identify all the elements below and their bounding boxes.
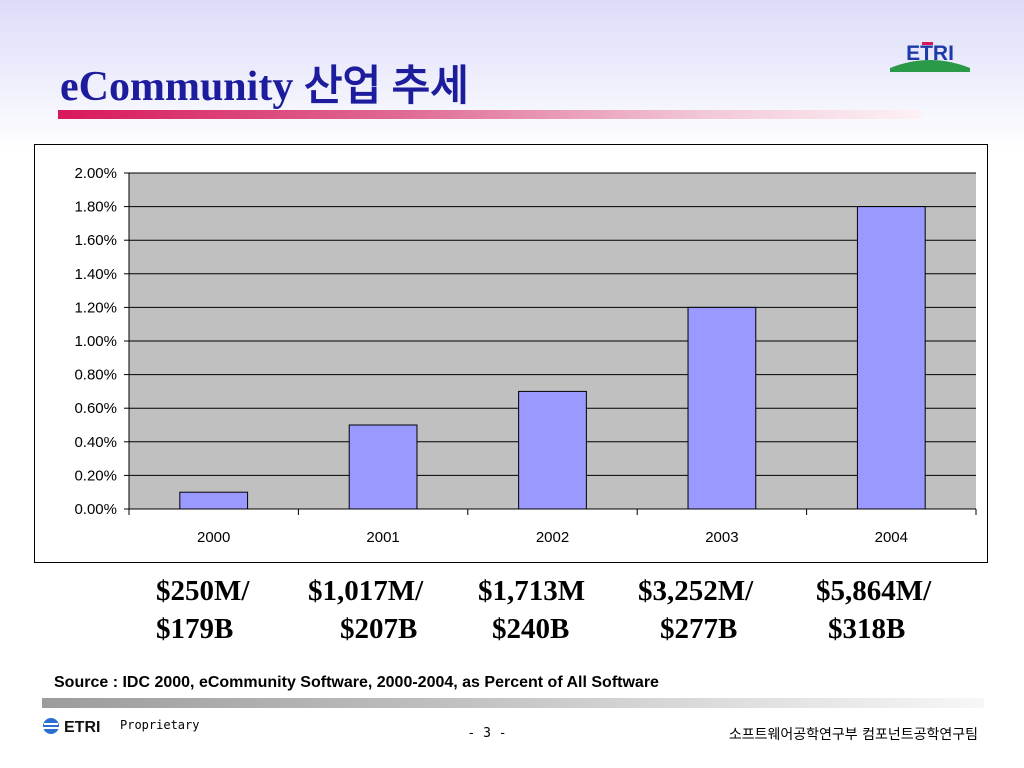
bar-2001 bbox=[348, 424, 418, 510]
x-tick-label: 2002 bbox=[536, 529, 569, 546]
x-tick-label: 2003 bbox=[705, 529, 738, 546]
y-tick-label: 0.00% bbox=[74, 501, 117, 518]
revenue-annotation: $3,252M/ $277B bbox=[638, 572, 788, 648]
y-tick-label: 1.60% bbox=[74, 232, 117, 249]
footer-logo-text: ETRI bbox=[64, 719, 100, 736]
y-tick-label: 1.40% bbox=[74, 266, 117, 283]
footer-divider-bar bbox=[42, 698, 984, 708]
bar-2003 bbox=[687, 306, 757, 510]
revenue-value: $1,017M/ bbox=[308, 575, 424, 607]
bar-2000 bbox=[179, 491, 249, 510]
revenue-value: $5,864M/ bbox=[816, 575, 932, 607]
y-tick-label: 1.00% bbox=[74, 333, 117, 350]
revenue-annotation: $1,713M $240B bbox=[478, 572, 628, 648]
source-note: Source : IDC 2000, eCommunity Software, … bbox=[54, 674, 659, 691]
market-size-value: $207B bbox=[340, 613, 418, 645]
revenue-value: $1,713M bbox=[478, 575, 586, 607]
market-size-value: $277B bbox=[660, 613, 738, 645]
y-tick-label: 1.20% bbox=[74, 299, 117, 316]
y-tick-label: 1.80% bbox=[74, 199, 117, 216]
market-size-value: $318B bbox=[828, 613, 906, 645]
title-underline-bar bbox=[58, 110, 922, 119]
revenue-annotation: $1,017M/ $207B bbox=[308, 572, 458, 648]
y-tick-label: 0.60% bbox=[74, 400, 117, 417]
y-tick-label: 0.80% bbox=[74, 367, 117, 384]
revenue-value: $250M/ bbox=[156, 575, 250, 607]
organization-label: 소프트웨어공학연구부 컴포넌트공학연구팀 bbox=[728, 727, 978, 743]
revenue-value: $3,252M/ bbox=[638, 575, 754, 607]
chart-frame: 0.00% 0.20% 0.40% 0.60% 0.80% 1.00% 1.20% 1.40%… bbox=[34, 144, 988, 563]
y-tick-label: 0.40% bbox=[74, 434, 117, 451]
market-size-value: $179B bbox=[156, 613, 234, 645]
etri-logo-icon: ETRI bbox=[890, 42, 970, 72]
footer-etri-logo-icon: ETRI bbox=[43, 718, 100, 736]
revenue-annotation: $250M/ $179B bbox=[156, 572, 306, 648]
y-tick-label: 0.20% bbox=[74, 467, 117, 484]
bar-2004 bbox=[856, 206, 926, 510]
x-tick-label: 2004 bbox=[875, 529, 908, 546]
x-tick-label: 2001 bbox=[366, 529, 399, 546]
page-number: - 3 - bbox=[467, 726, 507, 741]
slide-title: eCommunity 산업 추세 bbox=[60, 64, 469, 110]
revenue-annotation: $5,864M/ $318B bbox=[816, 572, 966, 648]
x-tick-label: 2000 bbox=[197, 529, 230, 546]
proprietary-label: Proprietary bbox=[120, 718, 200, 732]
market-size-value: $240B bbox=[492, 613, 570, 645]
bar-chart: 0.00% 0.20% 0.40% 0.60% 0.80% 1.00% 1.20% 1.40%… bbox=[74, 165, 977, 546]
y-tick-label: 2.00% bbox=[74, 165, 117, 182]
bar-2002 bbox=[518, 390, 587, 510]
etri-logo-text: ETRI bbox=[906, 42, 954, 65]
